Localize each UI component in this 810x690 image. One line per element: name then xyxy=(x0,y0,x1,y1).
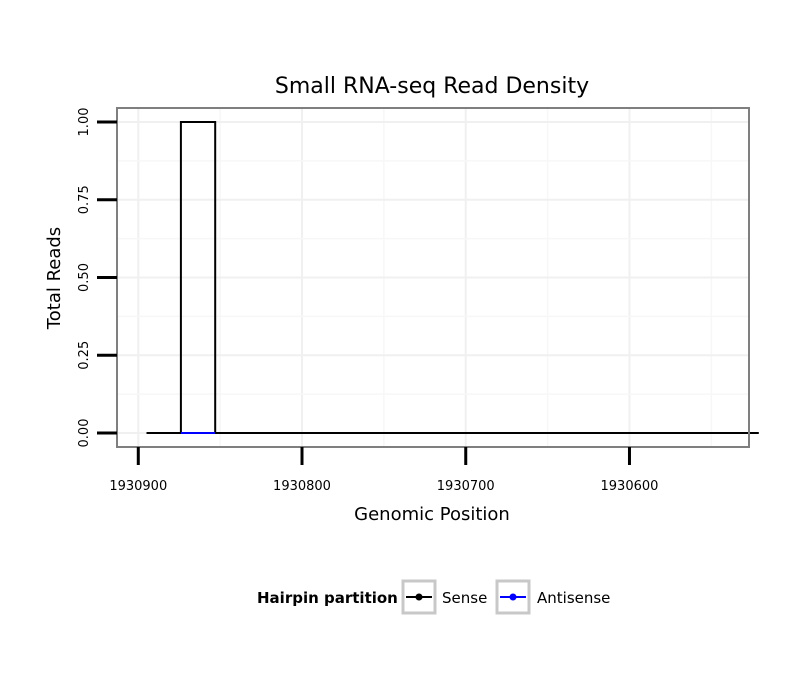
chart-title: Small RNA-seq Read Density xyxy=(275,74,589,99)
series-line-sense xyxy=(146,121,759,434)
legend-label-antisense: Antisense xyxy=(537,589,610,607)
legend-title: Hairpin partition xyxy=(257,589,398,607)
x-tick-label: 1930700 xyxy=(437,479,495,494)
y-tick-label: 0.50 xyxy=(77,263,92,292)
legend-label-sense: Sense xyxy=(442,589,487,607)
x-tick-label: 1930900 xyxy=(109,479,167,494)
y-tick-label: 0.25 xyxy=(77,341,92,370)
y-axis-title: Total Reads xyxy=(44,227,65,330)
y-tick-label: 0.75 xyxy=(77,185,92,214)
legend-item-sense: Sense xyxy=(401,579,487,615)
legend: Hairpin partition Sense Antisense xyxy=(257,579,610,615)
x-tick-label: 1930600 xyxy=(601,479,659,494)
y-tick-label: 0.00 xyxy=(77,419,92,448)
legend-point-sense xyxy=(415,593,423,601)
x-axis-title: Genomic Position xyxy=(354,504,510,525)
y-tick-label: 1.00 xyxy=(77,108,92,137)
y-axis: 0.00 0.25 0.50 0.75 1.00 xyxy=(77,108,117,448)
x-tick-label: 1930800 xyxy=(273,479,331,494)
legend-item-antisense: Antisense xyxy=(495,579,610,615)
legend-point-antisense xyxy=(509,593,517,601)
x-axis: 1930900 1930800 1930700 1930600 xyxy=(109,447,658,494)
series-lines xyxy=(146,121,759,434)
